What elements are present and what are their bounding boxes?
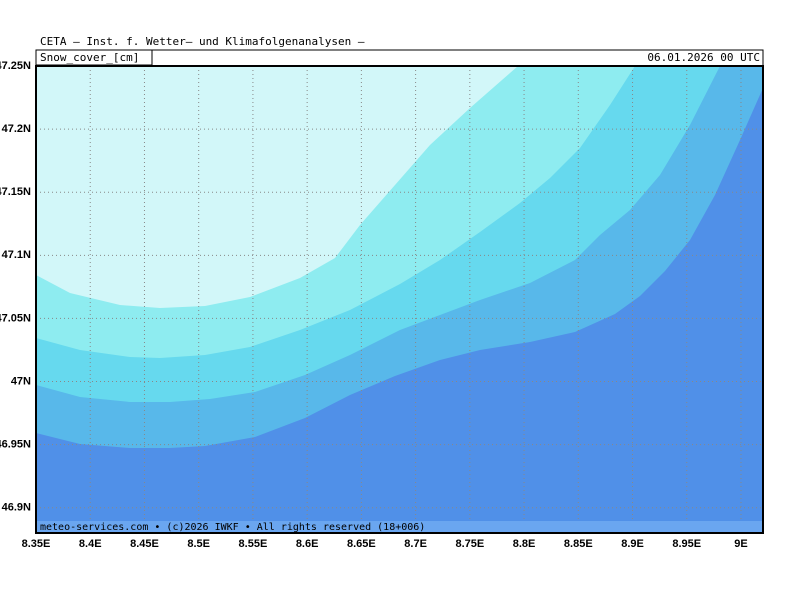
x-tick-label: 8.75E [455, 538, 484, 550]
y-tick-label: 46.9N [2, 502, 31, 514]
x-tick-label: 8.95E [672, 538, 701, 550]
x-tick-label: 9E [734, 538, 747, 550]
valid-time: 06.01.2026 00 UTC [647, 51, 760, 64]
x-tick-label: 8.6E [296, 538, 319, 550]
y-tick-label: 47.05N [0, 312, 31, 324]
y-tick-label: 47.25N [0, 60, 31, 72]
copyright: meteo-services.com • (c)2026 IWKF • All … [40, 522, 425, 533]
y-tick-label: 47N [11, 375, 31, 387]
x-tick-label: 8.65E [347, 538, 376, 550]
y-tick-label: 47.1N [2, 249, 31, 261]
x-tick-label: 8.7E [404, 538, 427, 550]
plot-frame [35, 65, 764, 534]
x-tick-label: 8.9E [621, 538, 644, 550]
x-tick-label: 8.45E [130, 538, 159, 550]
x-tick-label: 8.8E [513, 538, 536, 550]
y-tick-label: 47.2N [2, 123, 31, 135]
source-title: CETA — Inst. f. Wetter— und Klimafolgena… [40, 35, 365, 48]
x-tick-label: 8.85E [564, 538, 593, 550]
x-tick-label: 8.35E [22, 538, 51, 550]
contour-field: meteo-services.com • (c)2026 IWKF • All … [36, 66, 763, 533]
x-tick-label: 8.5E [187, 538, 210, 550]
band [36, 88, 763, 533]
y-tick-label: 47.15N [0, 186, 31, 198]
parameter: Snow_cover_[cm] [40, 51, 139, 64]
y-tick-label: 46.95N [0, 439, 31, 451]
x-tick-label: 8.4E [79, 538, 102, 550]
footer-strip [36, 521, 763, 533]
x-tick-label: 8.55E [239, 538, 268, 550]
